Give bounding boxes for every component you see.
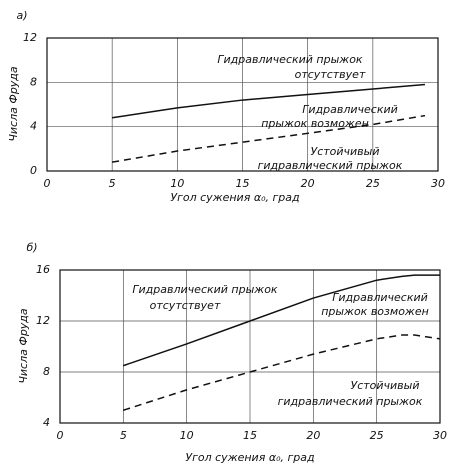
x-tick-label: 30 [433,429,447,442]
annotation: отсутствует [295,68,366,81]
x-tick-label: 0 [57,429,64,442]
curve [112,83,426,119]
annotation: Устойчивый [310,145,379,158]
x-axis-label: Угол сужения α₀, град [170,191,299,204]
x-tick-label: 25 [366,177,380,190]
curve [123,274,440,367]
annotation: гидравлический прыжок [258,159,403,172]
x-axis-label: Угол сужения α₀, град [185,451,314,464]
x-tick-label: 0 [44,177,51,190]
y-tick-label: 8 [30,75,37,88]
y-axis-label: Числа Фруда [17,308,30,384]
plot-frame [46,37,439,172]
x-tick-label: 5 [109,177,116,190]
y-axis-label: Числа Фруда [7,66,20,142]
annotation: Гидравлический [302,103,398,116]
panel-label: а) [16,9,27,22]
annotation: прыжок возможен [321,305,429,318]
annotation: Устойчивый [350,379,419,392]
x-tick-label: 30 [431,177,445,190]
y-tick-label: 16 [36,263,50,276]
x-tick-label: 10 [180,429,194,442]
annotation: гидравлический прыжок [278,395,423,408]
panel-label: б) [26,241,37,254]
y-tick-label: 12 [36,314,50,327]
plot-frame [59,269,441,424]
x-tick-label: 20 [301,177,315,190]
annotation: отсутствует [150,299,221,312]
y-tick-label: 4 [30,120,37,133]
curve [123,334,441,411]
annotation: Гидравлический прыжок [217,53,363,66]
y-tick-label: 4 [43,416,50,429]
y-tick-label: 0 [30,164,37,177]
annotation: Гидравлический прыжок [132,283,278,296]
x-tick-label: 5 [120,429,127,442]
annotation: прыжок возможен [261,117,369,130]
annotation: Гидравлический [332,291,428,304]
x-tick-label: 25 [370,429,384,442]
y-tick-label: 12 [23,31,37,44]
x-tick-label: 10 [170,177,184,190]
x-tick-label: 15 [236,177,250,190]
y-tick-label: 8 [43,365,50,378]
x-tick-label: 20 [306,429,320,442]
x-tick-label: 15 [243,429,257,442]
